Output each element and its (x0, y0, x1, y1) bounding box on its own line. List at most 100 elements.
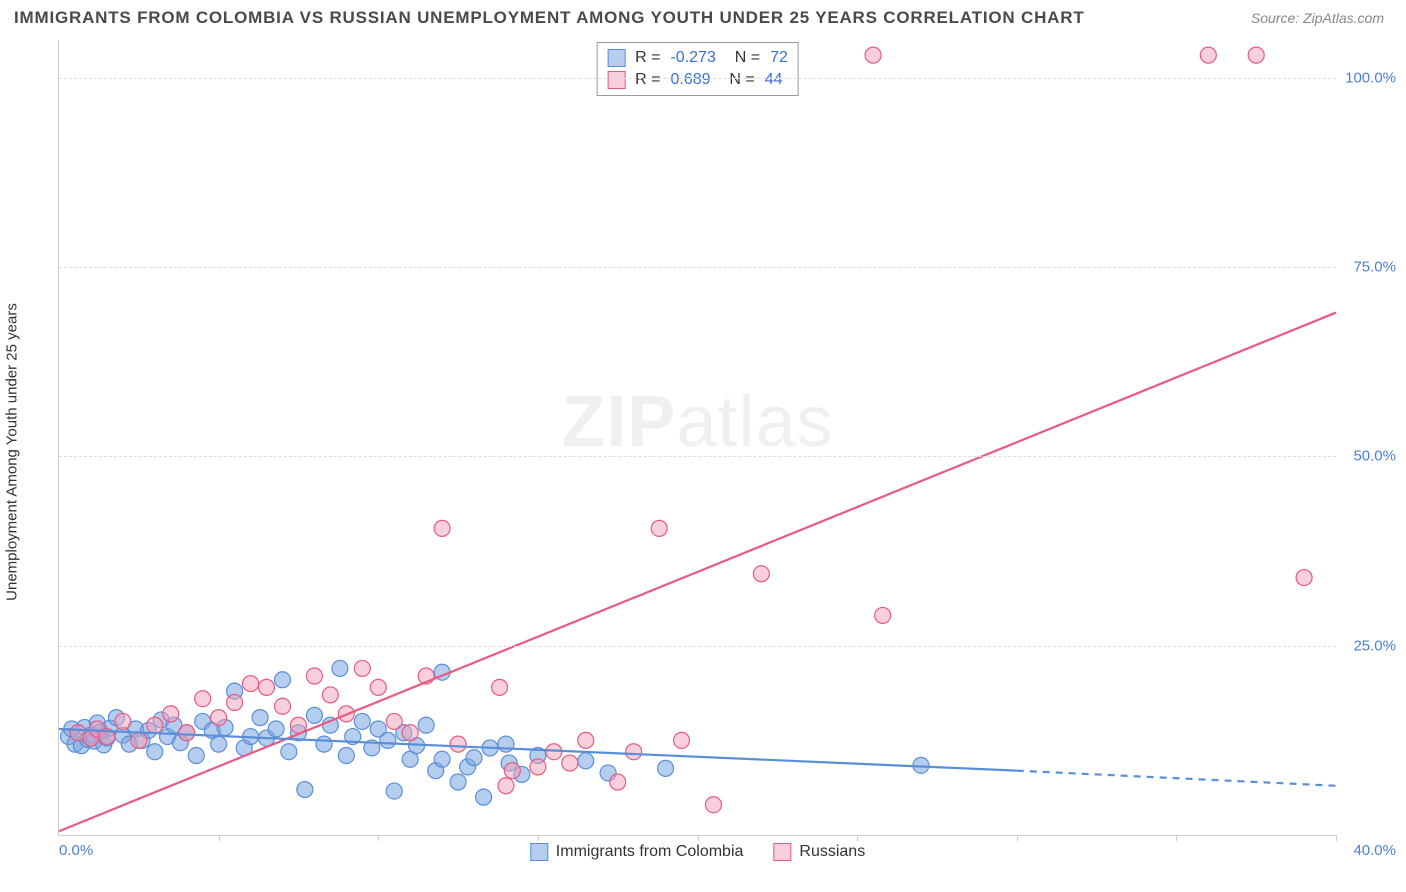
scatter-point (674, 732, 690, 748)
chart-title: IMMIGRANTS FROM COLOMBIA VS RUSSIAN UNEM… (14, 8, 1085, 28)
y-tick-label: 25.0% (1353, 637, 1396, 654)
scatter-point (281, 744, 297, 760)
scatter-point (147, 717, 163, 733)
gridline-h (59, 456, 1336, 457)
x-tick (219, 835, 220, 841)
trend-line (59, 313, 1336, 832)
scatter-point (274, 698, 290, 714)
legend-label-colombia: Immigrants from Colombia (556, 843, 744, 861)
scatter-point (386, 713, 402, 729)
scatter-point (386, 783, 402, 799)
legend-item-russians: Russians (773, 843, 865, 861)
scatter-point (450, 736, 466, 752)
scatter-point (705, 797, 721, 813)
x-tick (857, 835, 858, 841)
n-value-colombia: 72 (770, 47, 788, 69)
scatter-point (147, 744, 163, 760)
x-tick (1336, 835, 1337, 841)
gridline-h (59, 267, 1336, 268)
scatter-point (179, 725, 195, 741)
x-tick (1017, 835, 1018, 841)
scatter-point (530, 759, 546, 775)
x-tick (1176, 835, 1177, 841)
scatter-point (651, 520, 667, 536)
scatter-point (322, 687, 338, 703)
stats-row-colombia: R = -0.273 N = 72 (607, 47, 788, 69)
y-tick-label: 50.0% (1353, 448, 1396, 465)
scatter-point (466, 750, 482, 766)
scatter-point (252, 710, 268, 726)
scatter-point (243, 676, 259, 692)
chart-area: Unemployment Among Youth under 25 years … (30, 40, 1336, 864)
scatter-point (492, 679, 508, 695)
x-axis-max-label: 40.0% (1353, 842, 1396, 859)
swatch-russians (607, 71, 625, 89)
plot-region: ZIPatlas R = -0.273 N = 72 R = 0.689 N =… (58, 40, 1336, 836)
x-tick (538, 835, 539, 841)
trend-line (1017, 771, 1336, 786)
stats-row-russians: R = 0.689 N = 44 (607, 69, 788, 91)
r-value-russians: 0.689 (670, 69, 710, 91)
scatter-point (268, 721, 284, 737)
scatter-point (402, 725, 418, 741)
legend-item-colombia: Immigrants from Colombia (530, 843, 744, 861)
x-axis-min-label: 0.0% (59, 842, 93, 859)
r-value-colombia: -0.273 (670, 47, 715, 69)
scatter-point (316, 736, 332, 752)
scatter-point (354, 660, 370, 676)
gridline-h (59, 646, 1336, 647)
scatter-point (259, 679, 275, 695)
scatter-point (658, 760, 674, 776)
scatter-point (610, 774, 626, 790)
scatter-point (578, 732, 594, 748)
scatter-point (163, 706, 179, 722)
scatter-point (211, 736, 227, 752)
legend-label-russians: Russians (799, 843, 865, 861)
data-layer (59, 40, 1336, 835)
scatter-point (626, 744, 642, 760)
swatch-russians-b (773, 843, 791, 861)
scatter-point (195, 691, 211, 707)
scatter-point (1248, 47, 1264, 63)
scatter-point (434, 520, 450, 536)
scatter-point (227, 695, 243, 711)
scatter-point (274, 672, 290, 688)
series-legend: Immigrants from Colombia Russians (530, 843, 865, 861)
y-tick-label: 75.0% (1353, 259, 1396, 276)
scatter-point (188, 748, 204, 764)
swatch-colombia (607, 49, 625, 67)
scatter-point (332, 660, 348, 676)
scatter-point (434, 751, 450, 767)
scatter-point (875, 607, 891, 623)
scatter-point (450, 774, 466, 790)
scatter-point (131, 732, 147, 748)
scatter-point (338, 748, 354, 764)
scatter-point (354, 713, 370, 729)
scatter-point (306, 707, 322, 723)
y-tick-label: 100.0% (1345, 69, 1396, 86)
scatter-point (1200, 47, 1216, 63)
scatter-point (498, 778, 514, 794)
x-tick (698, 835, 699, 841)
scatter-point (380, 732, 396, 748)
gridline-h (59, 78, 1336, 79)
scatter-point (297, 782, 313, 798)
swatch-colombia-b (530, 843, 548, 861)
scatter-point (504, 763, 520, 779)
scatter-point (753, 566, 769, 582)
scatter-point (578, 753, 594, 769)
scatter-point (370, 679, 386, 695)
n-value-russians: 44 (765, 69, 783, 91)
y-axis-label: Unemployment Among Youth under 25 years (4, 303, 21, 601)
scatter-point (306, 668, 322, 684)
stats-legend: R = -0.273 N = 72 R = 0.689 N = 44 (596, 42, 799, 96)
scatter-point (115, 713, 131, 729)
scatter-point (211, 710, 227, 726)
scatter-point (418, 717, 434, 733)
scatter-point (476, 789, 492, 805)
scatter-point (562, 755, 578, 771)
scatter-point (1296, 570, 1312, 586)
source-attribution: Source: ZipAtlas.com (1251, 10, 1384, 26)
scatter-point (865, 47, 881, 63)
x-tick (378, 835, 379, 841)
